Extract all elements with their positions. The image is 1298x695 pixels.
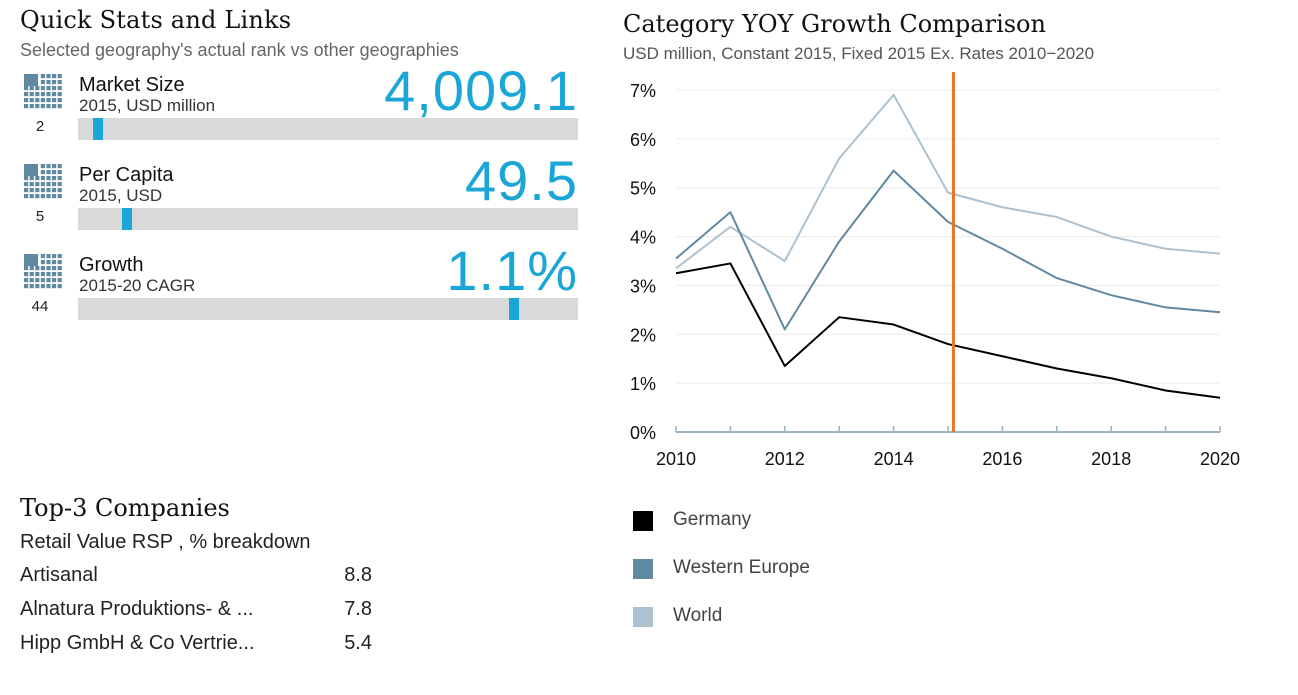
company-name: Alnatura Produktions- & ... [20, 598, 254, 620]
y-tick-label: 3% [630, 276, 656, 296]
quick-stats-title: Quick Stats and Links [20, 6, 292, 34]
y-tick-label: 2% [630, 325, 656, 345]
stat-market-size: 2 Market Size 2015, USD million 4,009.1 [0, 59, 590, 164]
top-companies-title: Top-3 Companies [20, 494, 230, 522]
company-row: Alnatura Produktions- & ... 7.8 [20, 598, 380, 628]
y-tick-label: 4% [630, 228, 656, 248]
legend-label: Germany [673, 509, 752, 530]
rank-track [78, 208, 578, 230]
rank-marker [122, 208, 133, 230]
legend-swatch [633, 559, 653, 579]
y-tick-label: 6% [630, 130, 656, 150]
stat-value: 4,009.1 [384, 59, 578, 122]
rank-marker [509, 298, 520, 320]
chart-title: Category YOY Growth Comparison [623, 10, 1046, 38]
y-tick-label: 1% [630, 374, 656, 394]
stat-value: 1.1% [446, 239, 578, 302]
x-tick-label: 2018 [1091, 449, 1131, 469]
series-line-germany [675, 262, 1221, 399]
y-tick-label: 0% [630, 423, 656, 443]
grid-icon [24, 74, 64, 110]
chart-subtitle: USD million, Constant 2015, Fixed 2015 E… [623, 44, 1095, 63]
stat-rank: 44 [31, 298, 49, 315]
company-row: Hipp GmbH & Co Vertrie... 5.4 [20, 632, 380, 662]
stat-value: 49.5 [465, 149, 578, 212]
stat-unit: 2015, USD [79, 186, 163, 205]
stat-name: Growth [79, 254, 144, 276]
legend-label: Western Europe [673, 557, 810, 578]
company-share: 7.8 [344, 598, 372, 620]
x-tick-label: 2010 [656, 449, 696, 469]
rank-marker [92, 118, 103, 140]
x-tick-label: 2016 [982, 449, 1022, 469]
company-share: 8.8 [344, 564, 372, 586]
legend-swatch [633, 511, 653, 531]
quick-stats-subtitle: Selected geography's actual rank vs othe… [20, 40, 459, 60]
series-line-western-europe [675, 169, 1221, 331]
x-tick-label: 2012 [765, 449, 805, 469]
legend-swatch [633, 607, 653, 627]
rank-track [78, 298, 578, 320]
y-tick-label: 5% [630, 179, 656, 199]
series-line-world [675, 93, 1221, 270]
company-name: Artisanal [20, 564, 98, 586]
x-tick-label: 2014 [874, 449, 914, 469]
company-share: 5.4 [344, 632, 372, 654]
stat-per-capita: 5 Per Capita 2015, USD 49.5 [0, 149, 590, 254]
legend-label: World [673, 605, 723, 626]
stat-growth: 44 Growth 2015-20 CAGR 1.1% [0, 239, 590, 344]
growth-line-chart: 0% 1% 2% 3% 4% 5% 6% 7% 2010 2012 2014 2016 2018 2020 [630, 72, 1240, 469]
stat-unit: 2015-20 CAGR [79, 276, 196, 295]
stat-rank: 5 [35, 208, 45, 225]
top-companies-subtitle: Retail Value RSP , % breakdown [20, 531, 311, 553]
stat-name: Market Size [79, 74, 185, 96]
x-tick-label: 2020 [1200, 449, 1240, 469]
rank-track [78, 118, 578, 140]
y-tick-label: 7% [630, 81, 656, 101]
grid-icon [24, 254, 64, 290]
stat-unit: 2015, USD million [79, 96, 216, 115]
stat-name: Per Capita [79, 164, 174, 186]
stat-rank: 2 [35, 118, 45, 135]
company-row: Artisanal 8.8 [20, 564, 380, 594]
company-name: Hipp GmbH & Co Vertrie... [20, 632, 255, 654]
grid-icon [24, 164, 64, 200]
